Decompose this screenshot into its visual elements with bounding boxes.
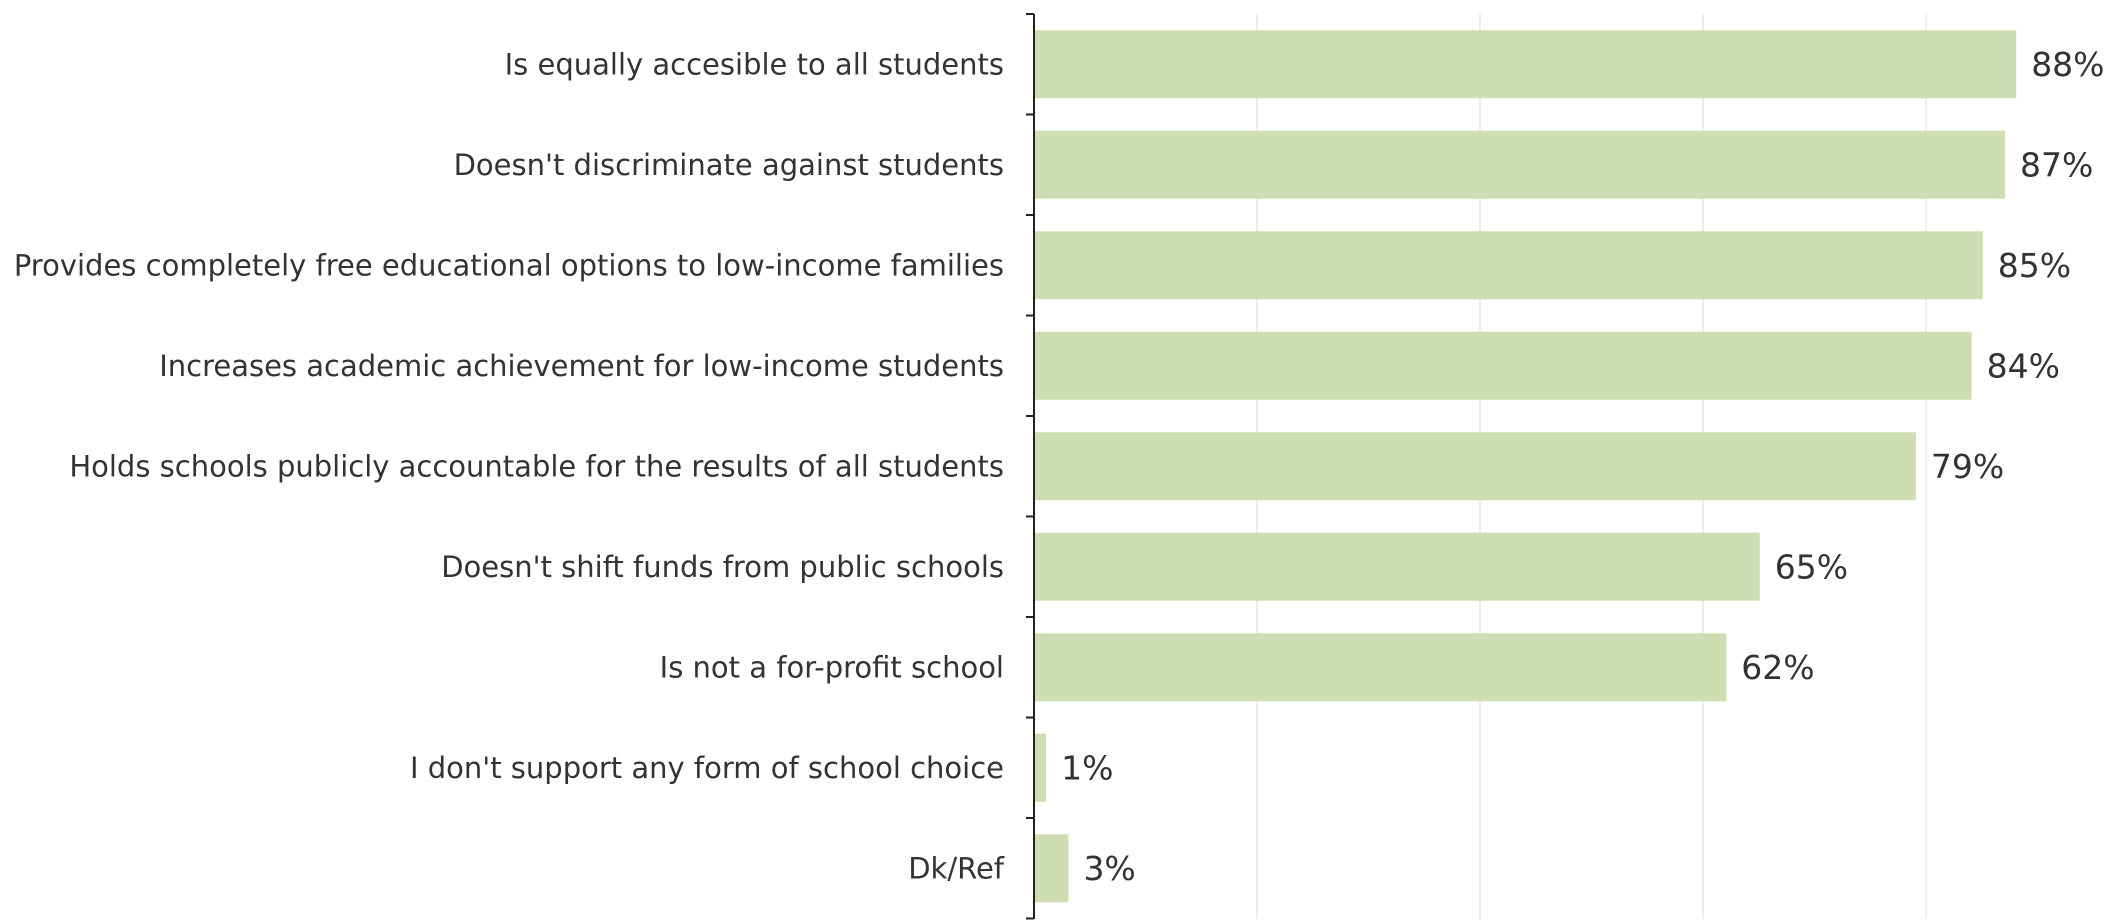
bar <box>1035 432 1916 501</box>
bar <box>1035 633 1727 702</box>
bar <box>1035 331 1972 400</box>
bar <box>1035 532 1760 601</box>
value-labels: 88% 87% 85% 84% 79% 65% 62% 1% 3% <box>1061 45 2104 888</box>
bar <box>1035 130 2006 199</box>
y-axis <box>1026 13 1035 920</box>
bars <box>1035 30 2017 903</box>
value-label: 62% <box>1741 648 1814 687</box>
category-label: Doesn't discriminate against students <box>454 148 1004 182</box>
category-label: Is not a for-profit school <box>660 650 1004 684</box>
value-label: 84% <box>1987 346 2060 385</box>
bar <box>1035 231 1983 300</box>
category-label: Dk/Ref <box>908 851 1005 885</box>
category-label: Doesn't shift funds from public schools <box>441 550 1004 584</box>
category-label: Provides completely free educational opt… <box>14 248 1004 282</box>
value-label: 88% <box>2031 45 2104 84</box>
category-label: Is equally accesible to all students <box>505 47 1004 81</box>
value-label: 65% <box>1775 547 1848 586</box>
value-label: 87% <box>2020 145 2093 184</box>
category-label: I don't support any form of school choic… <box>410 751 1004 785</box>
category-labels: Is equally accesible to all students Does… <box>14 47 1005 885</box>
category-label: Increases academic achievement for low-i… <box>159 349 1004 383</box>
bar <box>1035 733 1047 802</box>
value-label: 85% <box>1998 246 2071 285</box>
bar <box>1035 30 2017 99</box>
value-label: 1% <box>1061 748 1113 787</box>
bar <box>1035 834 1069 903</box>
value-label: 3% <box>1083 849 1135 888</box>
category-label: Holds schools publicly accountable for t… <box>69 449 1004 483</box>
value-label: 79% <box>1931 447 2004 486</box>
